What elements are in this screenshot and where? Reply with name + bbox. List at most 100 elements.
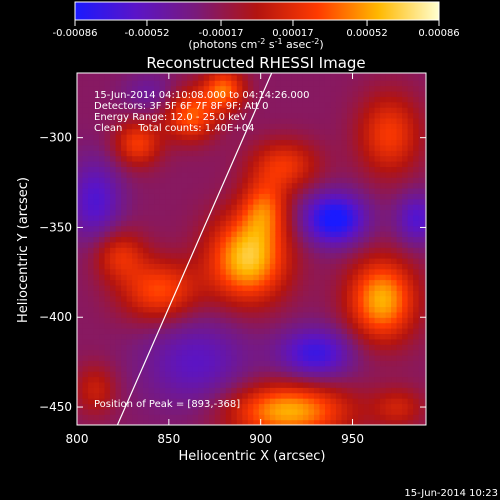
heatmap-cell: [269, 279, 276, 286]
heatmap-cell: [165, 166, 172, 173]
heatmap-cell: [203, 252, 210, 259]
heatmap-cell: [137, 80, 144, 87]
heatmap-cell: [335, 177, 343, 184]
heatmap-cell: [115, 225, 122, 232]
heatmap-cell: [264, 150, 271, 157]
heatmap-cell: [424, 144, 426, 151]
heatmap-cell: [77, 182, 84, 189]
heatmap-cell: [291, 80, 299, 87]
heatmap-cell: [264, 257, 271, 264]
heatmap-cell: [297, 225, 304, 232]
heatmap-cell: [187, 155, 194, 162]
heatmap-cell: [418, 182, 425, 189]
heatmap-cell: [407, 193, 414, 200]
heatmap-cell: [319, 263, 326, 270]
heatmap-cell: [231, 279, 238, 286]
heatmap-cell: [93, 284, 100, 291]
heatmap-cell: [418, 171, 425, 178]
heatmap-cell: [258, 328, 265, 335]
heatmap-cell: [407, 408, 414, 415]
heatmap-cell: [148, 198, 155, 205]
heatmap-cell: [225, 177, 232, 184]
heatmap-cell: [253, 371, 260, 378]
heatmap-cell: [347, 317, 354, 324]
heatmap-cell: [170, 263, 177, 270]
heatmap-cell: [181, 123, 188, 130]
heatmap-cell: [374, 177, 381, 184]
heatmap-cell: [165, 139, 172, 146]
heatmap-cell: [352, 150, 359, 157]
heatmap-cell: [402, 263, 409, 270]
heatmap-cell: [341, 187, 348, 194]
heatmap-cell: [148, 328, 155, 335]
heatmap-cell: [308, 263, 315, 270]
heatmap-cell: [110, 90, 117, 97]
heatmap-cell: [176, 123, 183, 130]
heatmap-cell: [280, 231, 287, 238]
heatmap-cell: [324, 392, 332, 399]
heatmap-cell: [148, 112, 155, 119]
heatmap-cell: [297, 193, 304, 200]
heatmap-cell: [181, 96, 188, 103]
heatmap-cell: [369, 171, 376, 178]
heatmap-cell: [363, 150, 370, 157]
heatmap-cell: [330, 177, 337, 184]
heatmap-cell: [363, 187, 370, 194]
heatmap-cell: [104, 134, 111, 141]
heatmap-cell: [104, 284, 111, 291]
heatmap-cell: [275, 193, 282, 200]
heatmap-cell: [264, 177, 271, 184]
heatmap-cell: [236, 365, 243, 372]
heatmap-cell: [258, 193, 265, 200]
heatmap-cell: [347, 204, 354, 211]
heatmap-cell: [424, 387, 426, 394]
heatmap-cell: [220, 123, 227, 130]
heatmap-cell: [93, 96, 100, 103]
heatmap-cell: [396, 139, 403, 146]
heatmap-cell: [258, 392, 265, 399]
heatmap-cell: [77, 290, 84, 297]
heatmap-cell: [236, 241, 243, 248]
heatmap-cell: [275, 354, 282, 361]
heatmap-cell: [302, 128, 310, 135]
heatmap-cell: [242, 344, 249, 351]
heatmap-cell: [137, 177, 144, 184]
heatmap-cell: [236, 376, 243, 383]
heatmap-cell: [275, 204, 282, 211]
heatmap-cell: [231, 236, 238, 243]
heatmap-cell: [258, 354, 265, 361]
heatmap-cell: [247, 231, 254, 238]
heatmap-cell: [424, 392, 426, 399]
heatmap-cell: [242, 387, 249, 394]
heatmap-cell: [358, 161, 365, 167]
heatmap-cell: [126, 403, 133, 410]
heatmap-cell: [374, 349, 381, 356]
heatmap-cell: [280, 365, 287, 372]
heatmap-cell: [214, 328, 221, 335]
heatmap-cell: [154, 155, 161, 162]
heatmap-cell: [143, 311, 150, 318]
heatmap-cell: [319, 80, 326, 87]
heatmap-cell: [352, 73, 359, 76]
heatmap-cell: [104, 290, 111, 297]
heatmap-cell: [418, 306, 425, 313]
heatmap-cell: [424, 333, 426, 340]
heatmap-cell: [104, 182, 111, 189]
heatmap-cell: [104, 279, 111, 286]
heatmap-cell: [192, 279, 199, 286]
heatmap-cell: [77, 117, 84, 124]
heatmap-cell: [358, 317, 365, 324]
heatmap-cell: [231, 171, 238, 178]
heatmap-cell: [418, 85, 425, 92]
heatmap-cell: [88, 144, 95, 151]
heatmap-cell: [374, 333, 381, 340]
heatmap-cell: [358, 419, 365, 425]
heatmap-cell: [126, 123, 133, 130]
heatmap-cell: [148, 398, 155, 405]
heatmap-cell: [330, 209, 337, 216]
heatmap-cell: [347, 214, 354, 221]
heatmap-cell: [77, 263, 84, 270]
heatmap-cell: [319, 257, 326, 264]
heatmap-cell: [335, 171, 343, 178]
heatmap-cell: [380, 392, 387, 399]
